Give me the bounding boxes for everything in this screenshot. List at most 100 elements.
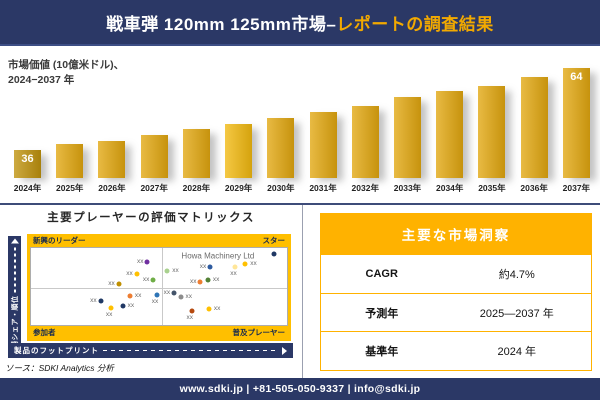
bar bbox=[393, 97, 421, 178]
bar bbox=[520, 77, 548, 178]
footer-contact-text: www.sdki.jp | +81-505-050-9337 | info@sd… bbox=[179, 383, 421, 395]
chart-axis-title: 市場価値 (10億米ドル)、 2024−2037 年 bbox=[8, 58, 124, 87]
footer-bar: www.sdki.jp | +81-505-050-9337 | info@sd… bbox=[0, 378, 600, 400]
scatter-point-label: xx bbox=[105, 311, 113, 319]
dashed-line bbox=[13, 246, 16, 292]
matrix-bottom-band: 参加者 普及プレーヤー bbox=[27, 326, 291, 339]
scatter-point-label: xx bbox=[90, 297, 97, 305]
scatter-dot-icon bbox=[127, 293, 133, 299]
bar-value-label: 64 bbox=[570, 71, 583, 83]
scatter-point-label: xx bbox=[126, 269, 133, 277]
report-title-main: 戦車弾 120mm 125mm市場– bbox=[106, 14, 337, 34]
bar-year-label: 2032年 bbox=[351, 183, 379, 193]
report-header: 戦車弾 120mm 125mm市場– レポートの調査結果 bbox=[0, 0, 600, 46]
scatter-point-label: xx bbox=[142, 276, 150, 284]
bar-year-label: 2031年 bbox=[309, 183, 337, 193]
quadrant-label-participants: 参加者 bbox=[33, 328, 56, 337]
market-insights-panel: 主要な市場洞察 CAGR 約4.7% 予測年 2025—2037 年 基準年 2… bbox=[302, 205, 600, 378]
insights-table-title: 主要な市場洞察 bbox=[321, 214, 591, 254]
bar bbox=[182, 129, 210, 178]
quadrant-label-star: スター bbox=[262, 236, 286, 245]
scatter-dot-icon bbox=[206, 306, 212, 312]
bar bbox=[309, 112, 337, 178]
scatter-dot-icon bbox=[120, 303, 126, 309]
insight-label-forecast-year: 予測年 bbox=[365, 307, 399, 320]
scatter-dot-icon bbox=[98, 298, 104, 304]
table-row: CAGR 約4.7% bbox=[321, 254, 591, 293]
insight-value-cagr: 約4.7% bbox=[498, 268, 535, 281]
market-insights-table: 主要な市場洞察 CAGR 約4.7% 予測年 2025—2037 年 基準年 2… bbox=[320, 213, 592, 371]
bar bbox=[98, 141, 126, 178]
scatter-point-label: xx bbox=[199, 262, 207, 270]
bar-column: 2029年 bbox=[225, 124, 253, 193]
scatter-dot-icon bbox=[207, 264, 213, 270]
matrix-x-axis: 製品のフットプリント bbox=[8, 343, 293, 358]
bar-column: 36 2024年 bbox=[14, 150, 41, 193]
bar-year-label: 2034年 bbox=[435, 183, 464, 193]
chart-axis-title-line1: 市場価値 (10億米ドル)、 bbox=[8, 59, 125, 71]
bar-year-label: 2024年 bbox=[13, 183, 42, 193]
matrix-top-band: 新興のリーダー スター bbox=[27, 234, 291, 247]
report-title-accent: レポートの調査結果 bbox=[336, 14, 494, 34]
horizontal-divider bbox=[0, 203, 600, 205]
bar-year-label: 2026年 bbox=[98, 183, 126, 193]
bar-year-label: 2030年 bbox=[267, 183, 295, 193]
bar-column: 2025年 bbox=[56, 144, 84, 193]
matrix-title: 主要プレーヤーの評価マトリックス bbox=[47, 212, 255, 224]
scatter-point-label: xx bbox=[186, 314, 194, 322]
scatter-point-label: xx bbox=[230, 270, 237, 278]
scatter-dot-icon bbox=[242, 261, 248, 267]
bar-column: 64 2037年 bbox=[562, 68, 590, 193]
bar-column: 2031年 bbox=[309, 112, 337, 193]
matrix-y-axis: 市場シェア・順位 bbox=[8, 236, 21, 357]
right-arrow-icon bbox=[282, 346, 287, 355]
bar-chart: 36 2024年 2025年 2026年 2027年 2028年 2029年 2030年 203… bbox=[14, 66, 590, 193]
bar-column: 2028年 bbox=[182, 129, 210, 193]
bar bbox=[436, 91, 464, 178]
source-note: ソース：SDKI Analytics 分析 bbox=[5, 363, 114, 373]
scatter-dot-icon bbox=[116, 281, 122, 287]
insight-label-base-year: 基準年 bbox=[365, 346, 399, 359]
bar bbox=[56, 144, 84, 178]
scatter-dot-icon bbox=[171, 290, 177, 296]
vertical-divider bbox=[302, 205, 303, 378]
table-row: 基準年 2024 年 bbox=[321, 331, 591, 370]
matrix-x-axis-label: 製品のフットプリント bbox=[14, 346, 99, 355]
scatter-dot-icon bbox=[178, 294, 183, 300]
scatter-point-label: xx bbox=[250, 259, 257, 267]
bar-year-label: 2036年 bbox=[520, 183, 548, 193]
bar-year-label: 2035年 bbox=[478, 183, 506, 193]
scatter-point-label: xx bbox=[127, 302, 135, 310]
bar-column: 2027年 bbox=[140, 135, 168, 193]
market-value-chart-section: 市場価値 (10億米ドル)、 2024−2037 年 36 2024年 2025年 2… bbox=[0, 46, 600, 203]
scatter-point-label: xx bbox=[185, 293, 193, 301]
insight-value-base-year: 2024 年 bbox=[497, 346, 537, 359]
scatter-dot-icon bbox=[189, 308, 194, 314]
scatter-dot-icon bbox=[134, 271, 140, 277]
bar bbox=[225, 124, 253, 178]
bar: 64 bbox=[562, 68, 590, 178]
quadrant-divider-vertical bbox=[161, 248, 163, 325]
bar-year-label: 2033年 bbox=[393, 183, 422, 193]
quadrant-divider-horizontal bbox=[31, 288, 287, 290]
matrix-plot: Howa Machinery Ltd xx xx xx xx xx xx xx xx xx xx x… bbox=[30, 247, 288, 326]
bar-column: 2032年 bbox=[352, 106, 379, 193]
bar-year-label: 2028年 bbox=[182, 183, 211, 193]
scatter-point-label: xx bbox=[189, 278, 197, 286]
bar-column: 2026年 bbox=[98, 141, 126, 193]
scatter-dot-icon bbox=[164, 268, 170, 274]
scatter-point-label: xx bbox=[212, 276, 220, 284]
scatter-dot-icon bbox=[232, 264, 238, 270]
bar-year-label: 2027年 bbox=[140, 183, 168, 193]
scatter-dot-icon bbox=[144, 259, 150, 265]
bar-column: 2034年 bbox=[436, 91, 464, 193]
insight-value-forecast-year: 2025—2037 年 bbox=[479, 307, 554, 320]
bar-column: 2030年 bbox=[267, 118, 295, 193]
scatter-dot-icon bbox=[197, 279, 203, 285]
chart-axis-title-line2: 2024−2037 年 bbox=[8, 73, 75, 86]
bar: 36 bbox=[14, 150, 41, 178]
bar bbox=[140, 135, 168, 178]
scatter-point-label: xx bbox=[213, 304, 221, 312]
bar-column: 2036年 bbox=[520, 77, 548, 193]
